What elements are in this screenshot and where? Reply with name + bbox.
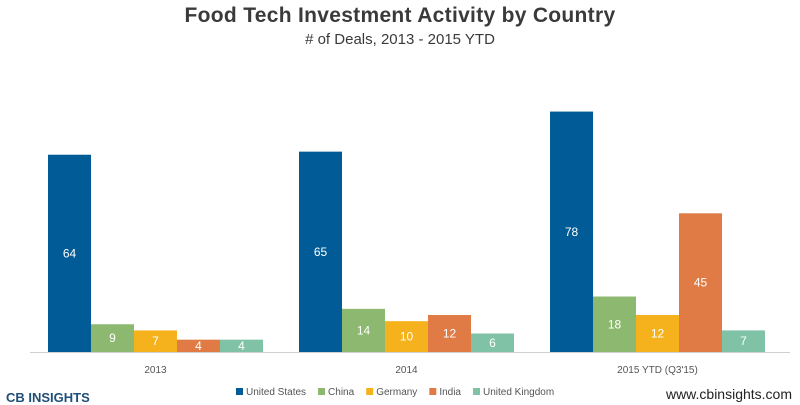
legend-swatch [429, 388, 437, 395]
data-label: 12 [443, 327, 457, 341]
bar [385, 321, 428, 352]
legend-swatch [366, 388, 374, 395]
chart-subtitle: # of Deals, 2013 - 2015 YTD [305, 31, 495, 48]
bar [48, 154, 91, 352]
bar [636, 315, 679, 352]
legend-label: United Kingdom [483, 387, 554, 398]
data-label: 4 [238, 339, 245, 353]
bar [134, 330, 177, 352]
data-label: 4 [195, 339, 202, 353]
bar [428, 315, 471, 352]
legend-swatch [473, 388, 480, 395]
x-tick-label: 2015 YTD (Q3'15) [617, 365, 698, 376]
x-tick-label: 2013 [144, 365, 167, 376]
data-label: 14 [357, 323, 371, 337]
bar [722, 330, 765, 352]
data-label: 6 [489, 336, 496, 350]
cb-insights-logo: CB INSIGHTS [6, 390, 90, 405]
legend-swatch [318, 388, 326, 395]
legend-label: United States [246, 387, 306, 398]
data-label: 10 [400, 330, 414, 344]
bar [550, 111, 593, 352]
bar [471, 333, 514, 352]
bar [679, 213, 722, 352]
x-tick-label: 2014 [395, 365, 418, 376]
data-label: 45 [694, 276, 708, 290]
data-label: 64 [63, 246, 77, 260]
legend-label: China [328, 387, 355, 398]
bar [220, 339, 263, 352]
data-label: 9 [109, 331, 116, 345]
data-label: 12 [651, 327, 665, 341]
bar [593, 296, 636, 352]
data-label: 7 [740, 334, 747, 348]
data-label: 65 [314, 245, 328, 259]
legend-label: India [439, 387, 461, 398]
legend-label: Germany [376, 387, 417, 398]
chart-title: Food Tech Investment Activity by Country [184, 4, 616, 27]
bar [177, 339, 220, 352]
data-label: 18 [608, 317, 622, 331]
legend-swatch [236, 388, 243, 395]
website-url: www.cbinsights.com [665, 386, 792, 402]
data-label: 7 [152, 334, 159, 348]
data-label: 78 [565, 225, 579, 239]
bar [91, 324, 134, 352]
bar [299, 151, 342, 352]
bar [342, 308, 385, 352]
